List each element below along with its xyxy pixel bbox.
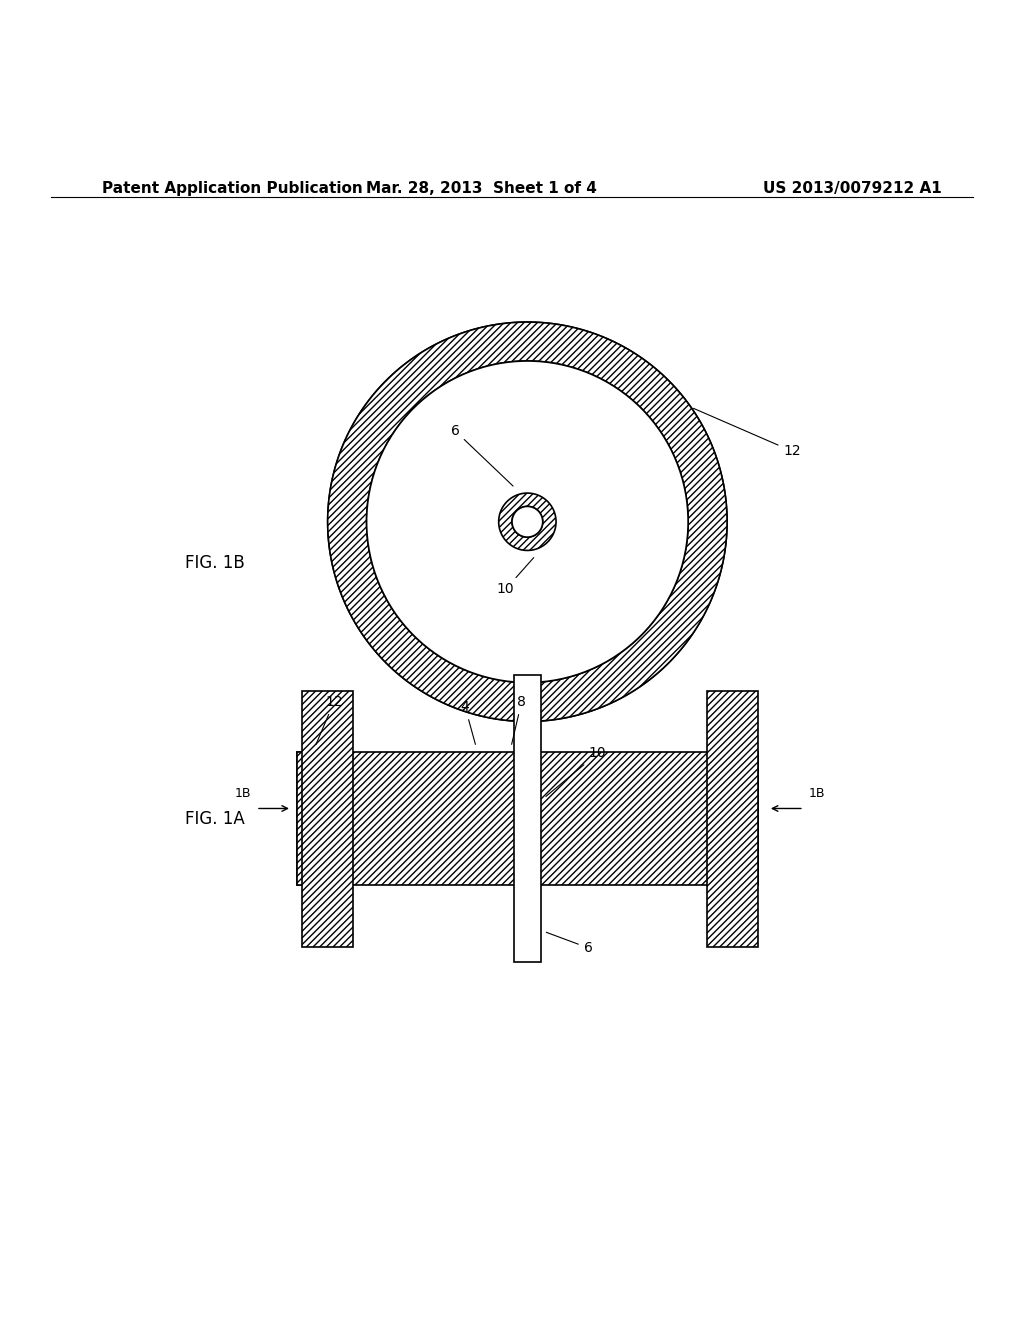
Text: 4: 4: [461, 700, 475, 744]
Text: 6: 6: [547, 932, 593, 954]
Text: Patent Application Publication: Patent Application Publication: [102, 181, 364, 195]
Text: FIG. 1A: FIG. 1A: [185, 809, 245, 828]
Text: FIG. 1B: FIG. 1B: [185, 553, 245, 572]
Text: 10: 10: [497, 557, 534, 597]
Bar: [297, 752, 758, 886]
Text: 1B: 1B: [809, 787, 825, 800]
PathPatch shape: [328, 322, 727, 722]
Bar: [722, 752, 758, 886]
Text: 1B: 1B: [234, 787, 251, 800]
Circle shape: [367, 360, 688, 682]
Text: US 2013/0079212 A1: US 2013/0079212 A1: [763, 181, 942, 195]
Bar: [302, 690, 353, 946]
Text: 12: 12: [693, 408, 801, 458]
Text: 6: 6: [451, 424, 513, 486]
Text: 8: 8: [512, 696, 526, 744]
Text: 10: 10: [546, 746, 606, 796]
Circle shape: [512, 507, 543, 537]
Bar: [514, 676, 541, 962]
Polygon shape: [328, 322, 727, 722]
PathPatch shape: [499, 494, 556, 550]
Bar: [297, 752, 333, 886]
Bar: [707, 690, 758, 946]
Text: 12: 12: [316, 696, 343, 744]
Text: Mar. 28, 2013  Sheet 1 of 4: Mar. 28, 2013 Sheet 1 of 4: [366, 181, 597, 195]
